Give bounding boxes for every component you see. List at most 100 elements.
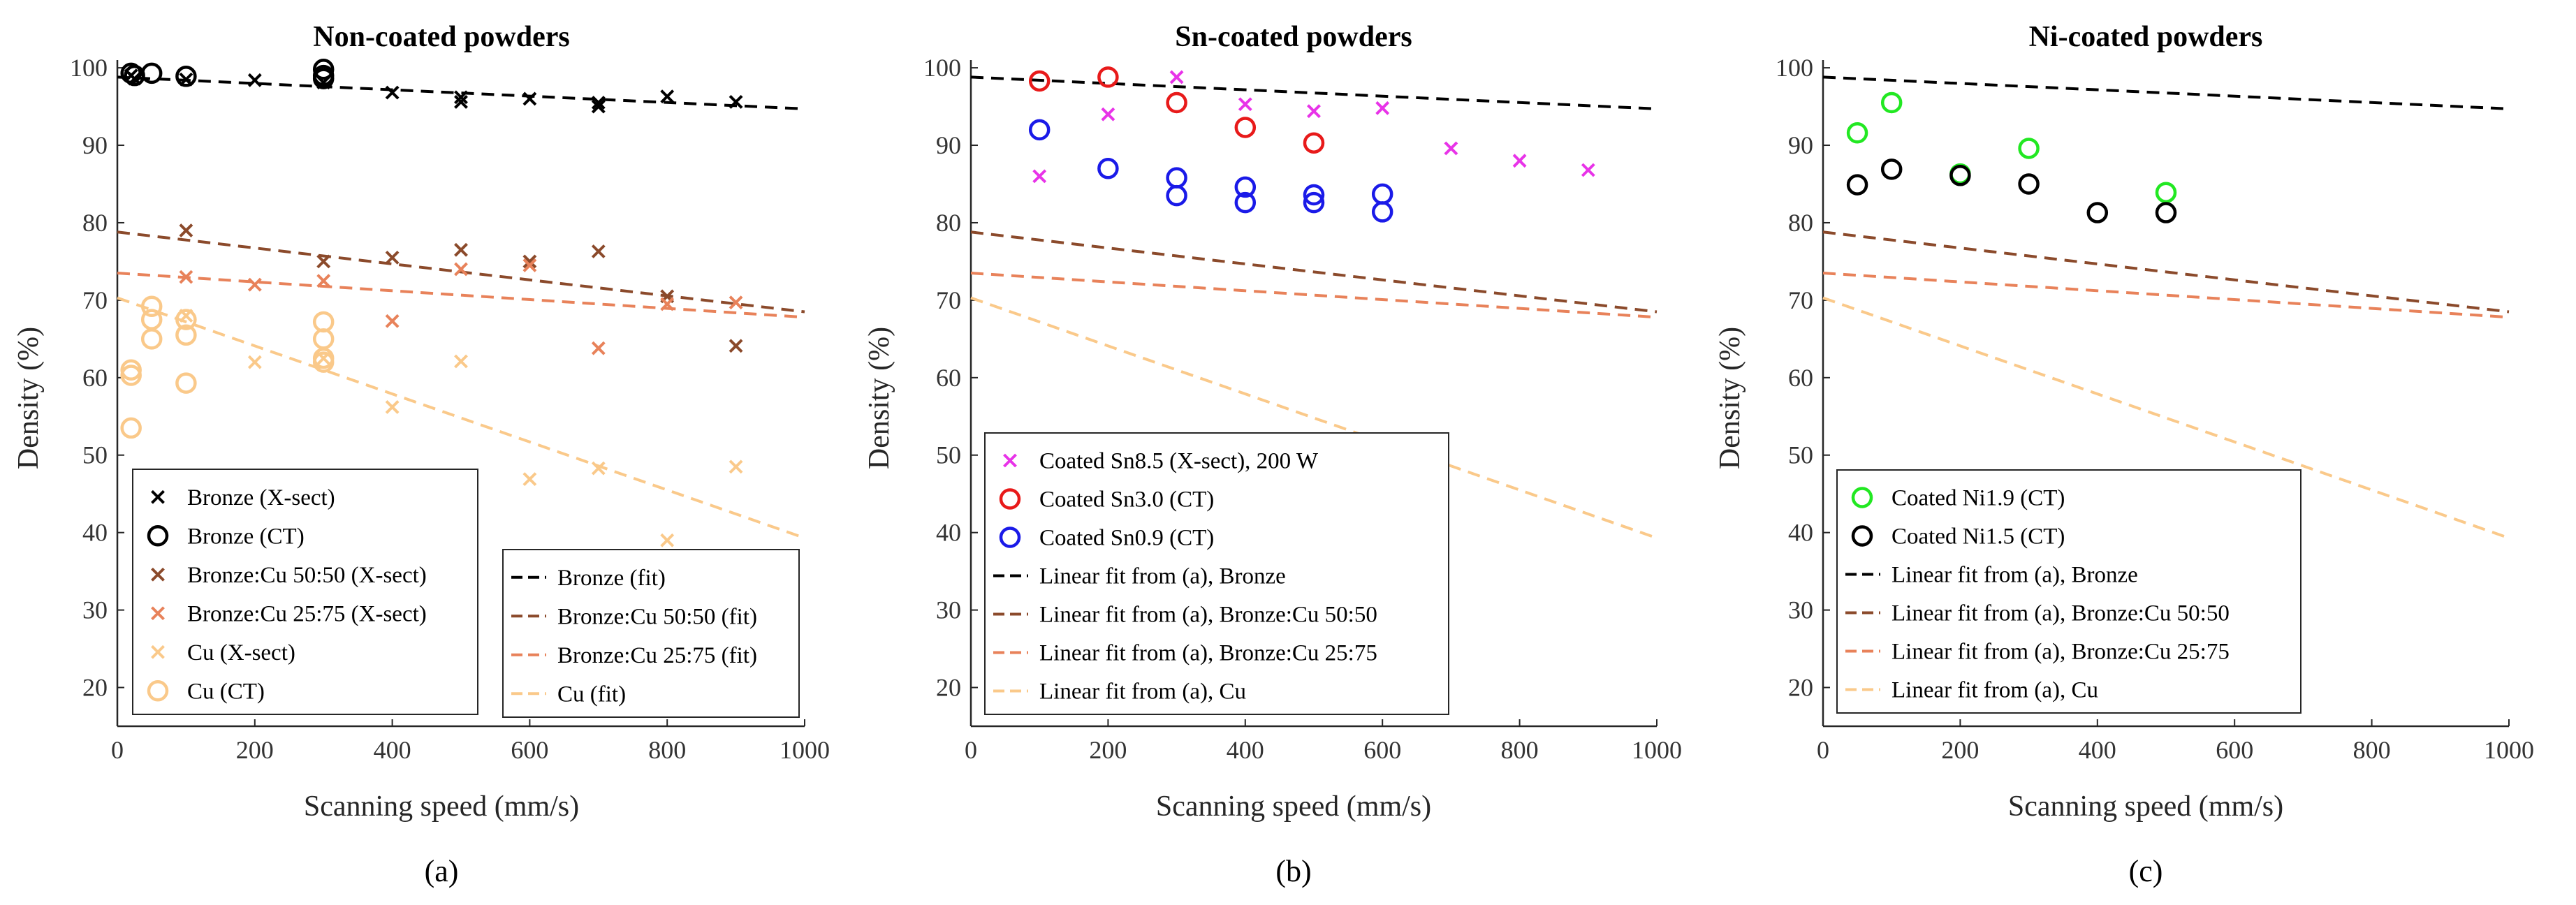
point-bronze-x-sect bbox=[247, 73, 262, 87]
fit-line-linear-fit-from-a-bronze-cu-50-50 bbox=[1822, 230, 2510, 314]
point-coated-ni1-5-ct bbox=[1846, 174, 1868, 196]
point-bronze-cu-50-50-x-sect bbox=[316, 254, 331, 269]
legend-label-bronze-ct: Bronze (CT) bbox=[187, 524, 305, 549]
point-coated-ni1-5-ct bbox=[2018, 173, 2040, 195]
fit-line-linear-fit-from-a-bronze bbox=[970, 75, 1657, 110]
point-bronze-cu-50-50-x-sect bbox=[385, 250, 400, 265]
panel-b-xlabel: Scanning speed (mm/s) bbox=[1156, 790, 1431, 823]
point-cu-ct bbox=[140, 295, 163, 318]
panel-c-label: (c) bbox=[2129, 854, 2163, 888]
panel-c-title: Ni-coated powders bbox=[2029, 21, 2263, 53]
point-bronze-cu-25-75-x-sect bbox=[385, 314, 400, 328]
y-tick-label: 80 bbox=[82, 209, 108, 237]
panel-a-legend-markers: Bronze (X-sect) Bronze (CT) Bronze:Cu 50:5… bbox=[132, 469, 478, 715]
point-coated-sn0-9-ct bbox=[1303, 191, 1325, 214]
point-bronze-cu-25-75-x-sect bbox=[454, 262, 468, 277]
point-cu-x-sect bbox=[454, 354, 468, 369]
point-coated-sn0-9-ct bbox=[1234, 176, 1257, 198]
point-bronze-cu-50-50-x-sect bbox=[522, 254, 537, 269]
point-coated-sn8-5-x-sect-200-w bbox=[1238, 97, 1252, 112]
point-coated-sn3-0-ct bbox=[1234, 117, 1257, 138]
point-cu-ct bbox=[120, 365, 142, 386]
point-cu-x-sect bbox=[660, 533, 675, 547]
panel-c-legend: Coated Ni1.9 (CT) Coated Ni1.5 (CT) Linear… bbox=[1836, 469, 2301, 714]
x-tick-label: 800 bbox=[2353, 736, 2391, 764]
fit-line-linear-fit-from-a-bronze-cu-50-50 bbox=[970, 230, 1657, 314]
y-tick-label: 60 bbox=[82, 364, 108, 392]
fit-line-bronze-cu-25-75-fit bbox=[117, 272, 805, 319]
panel-c: Ni-coated powders 0 200 400 600 800 1000 20 30 4… bbox=[1714, 21, 2534, 888]
point-bronze-cu-25-75-x-sect bbox=[522, 258, 537, 272]
point-coated-ni1-9-ct bbox=[1880, 91, 1903, 114]
panel-a-legend-markers-box bbox=[132, 469, 478, 715]
point-coated-sn0-9-ct bbox=[1028, 119, 1051, 141]
x-tick-label: 600 bbox=[511, 736, 548, 764]
legend-label-linear-fit-from-a-cu: Linear fit from (a), Cu bbox=[1039, 679, 1246, 705]
legend-marker-bronze-cu-25-75-x-sect bbox=[151, 606, 165, 621]
point-coated-sn0-9-ct bbox=[1097, 158, 1119, 179]
point-coated-sn3-0-ct bbox=[1303, 132, 1325, 154]
panel-a-legend-lines-box bbox=[502, 549, 800, 718]
y-tick-label: 50 bbox=[1788, 441, 1813, 469]
fit-line-linear-fit-from-a-bronze bbox=[1822, 75, 2510, 110]
y-tick-label: 80 bbox=[936, 209, 961, 237]
y-tick-label: 40 bbox=[1788, 519, 1813, 547]
panel-a-ylabel: Density (%) bbox=[13, 327, 45, 469]
point-cu-x-sect bbox=[385, 400, 400, 414]
point-coated-sn8-5-x-sect-200-w bbox=[1032, 169, 1047, 184]
point-bronze-cu-50-50-x-sect bbox=[454, 242, 468, 257]
panel-b-ylabel: Density (%) bbox=[863, 327, 895, 469]
y-tick-label: 90 bbox=[936, 131, 961, 159]
point-coated-ni1-5-ct bbox=[2086, 202, 2109, 223]
y-tick-label: 70 bbox=[82, 286, 108, 314]
legend-marker-coated-sn3-0-ct bbox=[999, 488, 1021, 510]
y-tick-label: 20 bbox=[1788, 674, 1813, 702]
y-tick-label: 20 bbox=[936, 674, 961, 702]
point-coated-sn0-9-ct bbox=[1371, 201, 1393, 223]
point-bronze-ct bbox=[312, 68, 335, 89]
point-bronze-x-sect bbox=[454, 94, 468, 109]
legend-label-cu-fit: Cu (fit) bbox=[557, 682, 626, 707]
panel-c-ylabel: Density (%) bbox=[1714, 327, 1746, 469]
legend-label-coated-sn3-0-ct: Coated Sn3.0 (CT) bbox=[1039, 487, 1214, 513]
panel-b: Sn-coated powders 0 200 400 600 800 1000 20 30 4… bbox=[863, 21, 1682, 888]
x-tick-label: 800 bbox=[1501, 736, 1539, 764]
legend-label-coated-sn0-9-ct: Coated Sn0.9 (CT) bbox=[1039, 526, 1214, 551]
legend-marker-cu-x-sect bbox=[151, 645, 165, 659]
point-bronze-ct bbox=[312, 59, 335, 80]
legend-label-linear-fit-from-a-bronze-cu-50-50: Linear fit from (a), Bronze:Cu 50:50 bbox=[1891, 601, 2230, 626]
point-bronze-cu-25-75-x-sect bbox=[179, 270, 193, 284]
y-tick-label: 60 bbox=[1788, 364, 1813, 392]
y-tick-label: 80 bbox=[1788, 209, 1813, 237]
x-tick-label: 0 bbox=[111, 736, 124, 764]
point-cu-ct bbox=[312, 328, 335, 350]
fit-line-linear-fit-from-a-bronze-cu-25-75 bbox=[970, 272, 1657, 319]
point-cu-ct bbox=[312, 351, 335, 373]
point-coated-sn8-5-x-sect-200-w bbox=[1512, 154, 1527, 168]
x-tick-label: 1000 bbox=[780, 736, 830, 764]
point-bronze-x-sect bbox=[591, 99, 606, 114]
point-coated-sn8-5-x-sect-200-w bbox=[1581, 163, 1595, 177]
y-tick-label: 60 bbox=[936, 364, 961, 392]
point-cu-ct bbox=[312, 311, 335, 333]
point-coated-ni1-9-ct bbox=[2155, 182, 2177, 203]
point-coated-sn8-5-x-sect-200-w bbox=[1444, 141, 1458, 156]
point-cu-x-sect bbox=[247, 355, 262, 369]
legend-label-bronze-cu-50-50-fit: Bronze:Cu 50:50 (fit) bbox=[557, 604, 757, 629]
point-coated-sn0-9-ct bbox=[1234, 191, 1257, 214]
legend-label-linear-fit-from-a-bronze: Linear fit from (a), Bronze bbox=[1039, 564, 1286, 589]
panel-a-label: (a) bbox=[425, 854, 459, 888]
panel-a-title: Non-coated powders bbox=[313, 21, 569, 53]
point-bronze-x-sect bbox=[522, 91, 537, 106]
point-bronze-ct bbox=[140, 62, 163, 84]
point-coated-sn8-5-x-sect-200-w bbox=[1307, 104, 1321, 119]
legend-label-linear-fit-from-a-bronze-cu-25-75: Linear fit from (a), Bronze:Cu 25:75 bbox=[1891, 640, 2230, 665]
point-bronze-cu-25-75-x-sect bbox=[247, 277, 262, 292]
x-tick-label: 600 bbox=[1363, 736, 1401, 764]
panel-b-plot: 0 200 400 600 800 1000 20 30 40 50 60 70 80 90 100 Coat… bbox=[923, 54, 1682, 764]
point-coated-sn0-9-ct bbox=[1371, 183, 1393, 205]
x-tick-label: 200 bbox=[236, 736, 274, 764]
point-coated-sn3-0-ct bbox=[1166, 91, 1187, 114]
y-tick-label: 30 bbox=[1788, 596, 1813, 624]
